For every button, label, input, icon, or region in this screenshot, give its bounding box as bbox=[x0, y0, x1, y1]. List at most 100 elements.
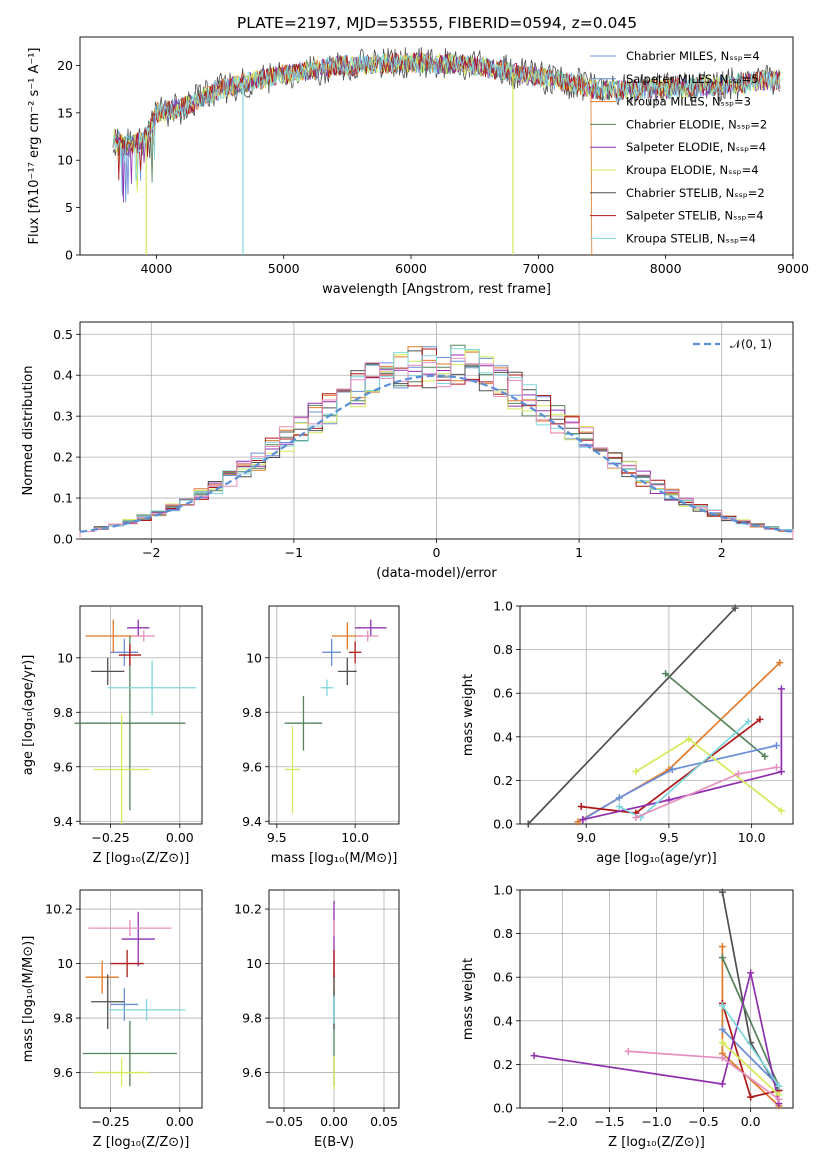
weight-marker bbox=[775, 1082, 783, 1090]
weight-marker bbox=[668, 766, 676, 773]
y-tick-label: 10 bbox=[246, 956, 262, 971]
x-tick-label: −1.5 bbox=[594, 1114, 624, 1129]
weight-marker bbox=[747, 1093, 755, 1101]
legend-label: Kroupa ELODIE, Nₛₛₚ=4 bbox=[626, 163, 759, 177]
y-tick-label: 10.2 bbox=[234, 902, 262, 917]
weight-marker bbox=[718, 1026, 726, 1034]
y-tick-label: 0.0 bbox=[493, 817, 513, 832]
x-tick-label: 8000 bbox=[650, 261, 682, 276]
x-tick-label: 0.00 bbox=[320, 1114, 348, 1129]
y-tick-label: 9.8 bbox=[53, 705, 73, 720]
weight-marker bbox=[530, 1052, 538, 1060]
legend-label: Salpeter STELIB, Nₛₛₚ=4 bbox=[626, 209, 764, 223]
age_vs_mass-axes: 9.5 10.0 9.4 9.6 9.8 10 mass [log₁₀(M/M⊙)] bbox=[242, 605, 400, 866]
weight-marker bbox=[747, 969, 755, 977]
weight-marker bbox=[775, 1095, 783, 1103]
weight-marker bbox=[776, 659, 784, 667]
x-axis-label: mass [log₁₀(M/M⊙)] bbox=[271, 851, 398, 866]
y-tick-label: 10 bbox=[57, 650, 73, 665]
y-tick-label: 15 bbox=[57, 105, 73, 120]
weight-marker bbox=[579, 816, 587, 824]
weight-marker bbox=[718, 1054, 726, 1062]
y-axis-label: mass weight bbox=[461, 674, 476, 756]
y-tick-label: 10 bbox=[57, 956, 73, 971]
legend-label: 𝒩(0, 1) bbox=[730, 337, 772, 351]
y-tick-label: 0 bbox=[65, 248, 73, 263]
x-tick-label: 0.00 bbox=[166, 830, 194, 845]
weight-marker bbox=[615, 794, 623, 802]
x-axis-label: wavelength [Angstrom, rest frame] bbox=[322, 282, 551, 297]
y-tick-label: 0.8 bbox=[493, 926, 513, 941]
weight-marker bbox=[718, 954, 726, 962]
y-tick-label: 9.8 bbox=[242, 1011, 262, 1026]
weight-marker bbox=[662, 670, 670, 678]
weight-line bbox=[533, 972, 780, 1104]
x-tick-label: 6000 bbox=[395, 261, 427, 276]
x-tick-label: 10.0 bbox=[738, 830, 766, 845]
y-tick-label: 9.8 bbox=[242, 705, 262, 720]
x-tick-label: −1.0 bbox=[641, 1114, 671, 1129]
weight-line bbox=[721, 957, 780, 1087]
mass_vs_Z-axes: −0.25 0.00 9.6 9.8 10 10.2 Z [log₁₀(Z/Z⊙)] mass… bbox=[21, 889, 203, 1150]
y-tick-label: 9.8 bbox=[53, 1011, 73, 1026]
y-tick-label: 9.4 bbox=[53, 814, 73, 829]
weight-marker bbox=[632, 768, 640, 776]
legend-label: Kroupa STELIB, Nₛₛₚ=4 bbox=[626, 231, 756, 245]
x-tick-label: 10.0 bbox=[341, 830, 369, 845]
weight-marker bbox=[734, 770, 742, 778]
y-axis-label: age [log₁₀(age/yr)] bbox=[21, 655, 36, 776]
y-tick-label: 9.6 bbox=[53, 759, 73, 774]
x-tick-label: 0.00 bbox=[166, 1114, 194, 1129]
legend-label: Chabrier STELIB, Nₛₛₚ=2 bbox=[626, 186, 765, 200]
age_vs_Z-axes: −0.25 0.00 9.4 9.6 9.8 10 Z [log₁₀(Z/Z⊙)] age [… bbox=[21, 605, 203, 866]
x-axis-label: Z [log₁₀(Z/Z⊙)] bbox=[608, 1135, 705, 1150]
legend-label: Salpeter MILES, Nₛₛₚ=5 bbox=[626, 72, 759, 86]
y-tick-label: 9.6 bbox=[53, 1065, 73, 1080]
weight-marker bbox=[777, 807, 785, 815]
x-tick-label: 7000 bbox=[522, 261, 554, 276]
spectrum-line bbox=[112, 53, 781, 181]
weight-marker bbox=[777, 768, 785, 776]
weight-marker bbox=[772, 742, 780, 750]
histogram-step bbox=[79, 357, 794, 539]
mass_vs_ebv-axes: −0.05 0.00 0.05 9.6 9.8 10 10.2 E(B-V) bbox=[234, 889, 400, 1150]
y-tick-label: 9.4 bbox=[242, 814, 262, 829]
y-tick-label: 10 bbox=[246, 650, 262, 665]
weight-line bbox=[721, 1005, 780, 1087]
legend-label: Salpeter ELODIE, Nₛₛₚ=4 bbox=[626, 140, 766, 154]
x-tick-label: 9000 bbox=[777, 261, 809, 276]
x-axis-label: Z [log₁₀(Z/Z⊙)] bbox=[93, 1135, 190, 1150]
weight_vs_Z-axes: −2.0 −1.5 −1.0 −0.5 0.0 0.0 0.2 0.4 0.6 0.8 1.0 Z [… bbox=[461, 883, 794, 1150]
spectrum-axes: 4000 5000 6000 7000 8000 9000 0 5 10 15 20 waveleng… bbox=[27, 36, 809, 297]
y-tick-label: 0.4 bbox=[493, 729, 513, 744]
y-tick-label: 9.6 bbox=[242, 759, 262, 774]
y-tick-label: 1.0 bbox=[493, 599, 513, 614]
weight-marker bbox=[718, 1002, 726, 1010]
weight-line bbox=[635, 766, 777, 819]
x-tick-label: −0.05 bbox=[265, 1114, 303, 1129]
weight-marker bbox=[524, 820, 532, 828]
x-tick-label: −0.5 bbox=[688, 1114, 718, 1129]
weight-marker bbox=[577, 803, 585, 811]
x-axis-label: Z [log₁₀(Z/Z⊙)] bbox=[93, 851, 190, 866]
weight-marker bbox=[718, 888, 726, 896]
x-tick-label: −0.25 bbox=[91, 1114, 129, 1129]
y-tick-label: 0.0 bbox=[493, 1101, 513, 1116]
x-axis-label: age [log₁₀(age/yr)] bbox=[596, 851, 717, 866]
x-tick-label: 1 bbox=[575, 545, 583, 560]
age_vs_Z-frame bbox=[79, 605, 203, 825]
spectrum-line bbox=[112, 53, 781, 193]
y-tick-label: 0.3 bbox=[53, 409, 73, 424]
x-tick-label: −2 bbox=[142, 545, 160, 560]
weight-marker bbox=[731, 604, 739, 612]
x-tick-label: 5000 bbox=[268, 261, 300, 276]
weight-marker bbox=[756, 715, 764, 723]
x-tick-label: 9.0 bbox=[576, 830, 596, 845]
age_vs_mass-frame bbox=[268, 605, 400, 825]
weight-marker bbox=[615, 803, 623, 811]
y-tick-label: 0.8 bbox=[493, 642, 513, 657]
weight_vs_age-frame bbox=[519, 605, 794, 825]
y-tick-label: 0.2 bbox=[53, 450, 73, 465]
y-tick-label: 0.2 bbox=[493, 1057, 513, 1072]
